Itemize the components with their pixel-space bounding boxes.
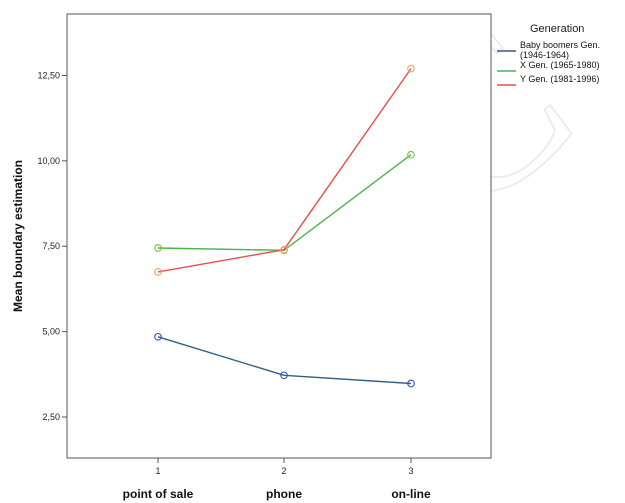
legend-item: Baby boomers Gen.(1946-1964) <box>497 40 600 60</box>
legend: Generation Baby boomers Gen.(1946-1964)X… <box>497 23 600 86</box>
data-point <box>407 150 415 159</box>
legend-title: Generation <box>530 23 584 35</box>
data-point <box>280 245 288 254</box>
series-line <box>157 336 412 385</box>
x-tick-label: 3 <box>408 466 413 476</box>
series-line <box>157 68 412 273</box>
category-label: on-line <box>391 487 431 501</box>
y-axis: 2,50 5,00 7,50 10,00 12,50 <box>37 70 67 422</box>
y-tick-label: 5,00 <box>42 327 60 337</box>
x-tick-label: 2 <box>281 466 286 476</box>
category-label: phone <box>266 487 302 501</box>
series-1 <box>154 332 415 388</box>
legend-item: Y Gen. (1981-1996) <box>497 74 599 86</box>
data-point <box>154 332 162 341</box>
legend-label: X Gen. (1965-1980) <box>520 60 600 70</box>
y-tick-label: 2,50 <box>42 412 60 422</box>
data-point <box>154 244 162 252</box>
y-tick-label: 12,50 <box>37 70 60 80</box>
legend-label: (1946-1964) <box>520 50 569 60</box>
series-3 <box>154 64 415 276</box>
data-point <box>280 371 288 380</box>
legend-label: Y Gen. (1981-1996) <box>520 74 599 84</box>
series-layer <box>154 64 415 388</box>
data-point <box>154 268 162 276</box>
legend-label: Baby boomers Gen. <box>520 40 600 50</box>
y-tick-label: 10,00 <box>37 156 60 166</box>
plot-area <box>66 13 492 459</box>
y-tick-label: 7,50 <box>42 241 60 251</box>
x-tick-label: 1 <box>155 466 160 476</box>
category-label: point of sale <box>123 487 194 501</box>
y-axis-title: Mean boundary estimation <box>11 160 25 312</box>
data-point <box>407 379 415 388</box>
x-axis: 1 point of sale 2 phone 3 on-line <box>123 458 431 501</box>
data-point <box>407 64 415 73</box>
legend-item: X Gen. (1965-1980) <box>497 60 600 72</box>
